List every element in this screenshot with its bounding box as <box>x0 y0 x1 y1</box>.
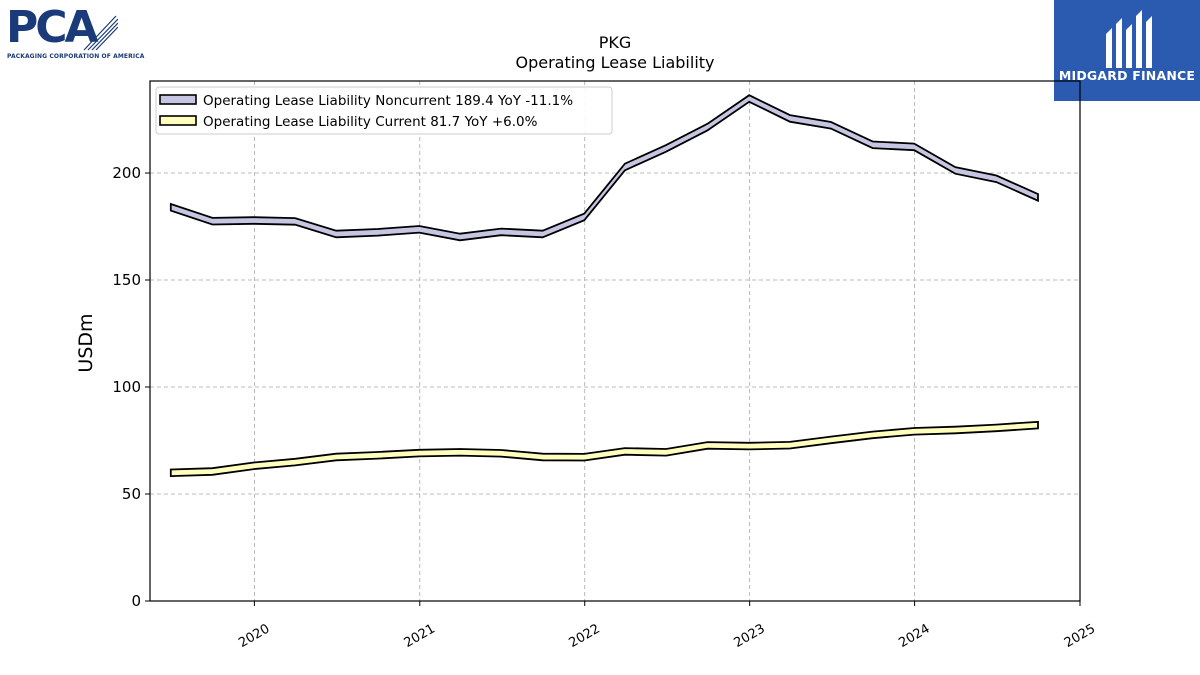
y-axis-label: USDm <box>75 313 97 372</box>
legend-swatch <box>159 115 197 126</box>
y-tick-label: 200 <box>112 164 141 182</box>
x-tick-label: 2020 <box>236 621 272 651</box>
series-line-current <box>169 420 1039 478</box>
legend-swatch <box>159 94 197 105</box>
pca-logo: PCA PACKAGING CORPORATION OF AMERICA <box>6 2 144 62</box>
pca-swoosh-icon <box>83 15 118 51</box>
chart-subtitle: Operating Lease Liability <box>515 53 715 72</box>
pca-logo-text: PCA <box>6 2 99 53</box>
plot-frame <box>149 80 1081 602</box>
x-tick-label: 2022 <box>567 621 603 651</box>
x-tick-label: 2023 <box>732 621 768 651</box>
legend: Operating Lease Liability Noncurrent 189… <box>155 86 613 135</box>
midgard-finance-name: MIDGARD FINANCE <box>1058 68 1196 83</box>
x-tick-label: 2024 <box>896 621 932 651</box>
y-tick-label: 0 <box>131 592 141 610</box>
x-tick-label: 2025 <box>1062 621 1098 651</box>
chart-title: PKG <box>598 33 632 52</box>
legend-label: Operating Lease Liability Noncurrent 189… <box>203 93 573 109</box>
y-tick-label: 50 <box>122 485 141 503</box>
midgard-emblem-icon <box>1106 10 1152 68</box>
y-tick-label: 100 <box>112 378 141 396</box>
x-tick-label: 2021 <box>402 621 438 651</box>
y-tick-label: 150 <box>112 271 141 289</box>
midgard-finance-logo: MIDGARD FINANCE <box>1054 0 1200 101</box>
pca-tagline: PACKAGING CORPORATION OF AMERICA <box>7 53 145 60</box>
legend-box <box>155 86 613 135</box>
series-line-noncurrent <box>169 94 1039 242</box>
legend-label: Operating Lease Liability Current 81.7 Y… <box>203 114 538 130</box>
